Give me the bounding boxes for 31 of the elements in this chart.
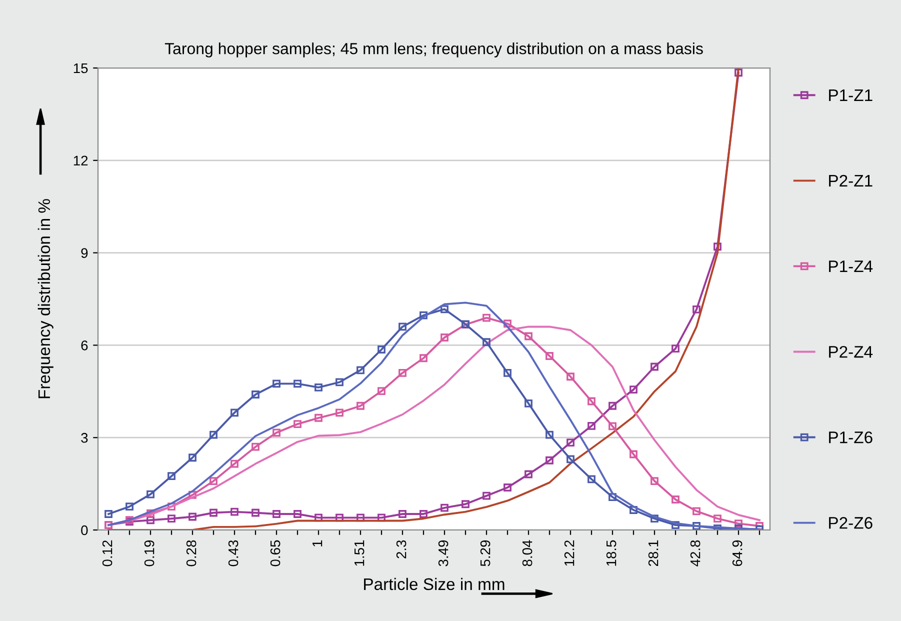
x-tick-label: 0.12 bbox=[102, 540, 112, 566]
y-tick-label: 15 bbox=[74, 63, 88, 74]
y-tick-label: 3 bbox=[81, 432, 88, 443]
legend-label: P1-Z1 bbox=[829, 90, 872, 101]
x-tick-label: 12.2 bbox=[564, 540, 574, 566]
legend-label: P2-Z4 bbox=[829, 346, 873, 358]
x-tick-label: 42.8 bbox=[690, 540, 700, 566]
legend-label: P1-Z4 bbox=[829, 260, 873, 272]
x-tick-label: 2.3 bbox=[396, 540, 406, 558]
x-tick-label: 8.04 bbox=[522, 540, 532, 566]
y-tick-label: 9 bbox=[81, 248, 88, 258]
y-tick-label: 0 bbox=[81, 525, 88, 536]
x-tick-label: 64.9 bbox=[732, 540, 742, 566]
x-tick-label: 1 bbox=[312, 540, 322, 546]
y-tick-label: 12 bbox=[74, 156, 88, 166]
x-tick-label: 1.51 bbox=[354, 540, 364, 566]
legend-label: P2-Z6 bbox=[829, 517, 872, 529]
x-tick-label: 0.65 bbox=[270, 540, 280, 566]
x-tick-label: 18.5 bbox=[606, 540, 616, 566]
legend-label: P1-Z6 bbox=[829, 431, 872, 444]
chart-title: Tarong hopper samples; 45 mm lens; frequency distribution on a mass basis bbox=[164, 42, 703, 58]
x-tick-label: 0.19 bbox=[144, 540, 154, 566]
x-axis-title: Particle Size in mm bbox=[364, 578, 504, 590]
x-tick-label: 28.1 bbox=[648, 540, 658, 566]
x-tick-label: 3.49 bbox=[438, 540, 448, 566]
y-axis-title: Frequency distribution in % bbox=[38, 199, 54, 398]
x-tick-label: 0.43 bbox=[228, 540, 238, 566]
y-tick-label: 6 bbox=[81, 340, 88, 350]
legend-label: P2-Z1 bbox=[829, 174, 872, 187]
x-tick-label: 5.29 bbox=[480, 540, 490, 566]
x-tick-label: 0.28 bbox=[186, 540, 196, 566]
